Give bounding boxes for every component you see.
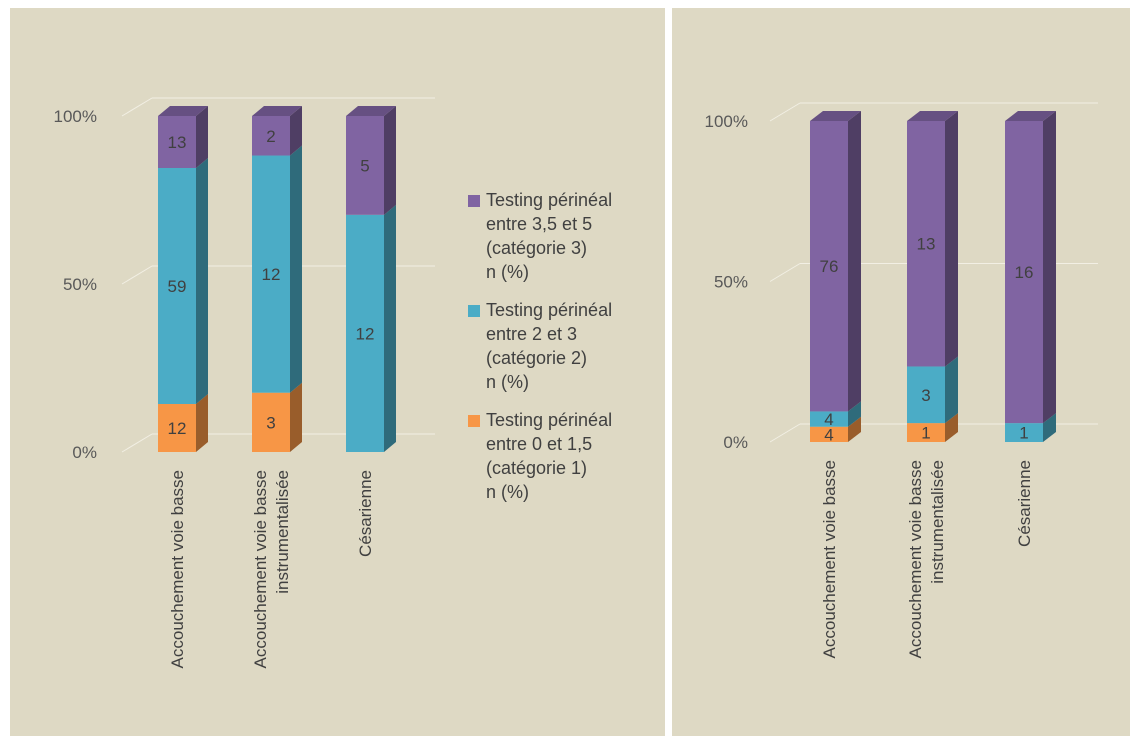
bar-segment — [1005, 121, 1043, 424]
data-label: 4 — [824, 410, 833, 429]
data-label: 3 — [266, 413, 275, 432]
bar-segment — [907, 121, 945, 367]
data-label: 4 — [824, 425, 833, 444]
legend-swatch-cat2 — [468, 305, 480, 317]
data-label: 59 — [168, 277, 187, 296]
data-label: 12 — [168, 419, 187, 438]
bar-segment — [1005, 423, 1043, 442]
data-label: 3 — [921, 386, 930, 405]
gridline-depth — [769, 423, 801, 443]
legend-item-cat2: Testing périnéal entre 2 et 3 (catégorie… — [468, 298, 668, 394]
gridline-depth — [121, 433, 153, 453]
category-label: instrumentalisée — [273, 470, 292, 594]
bar-side — [384, 204, 396, 452]
bar-side — [290, 106, 302, 156]
data-label: 76 — [820, 257, 839, 276]
bar-segment — [907, 423, 945, 442]
bar-top — [346, 106, 396, 116]
bar-segment — [158, 168, 196, 404]
bar-top — [252, 106, 302, 116]
bar-segment — [252, 116, 290, 156]
bar-top — [810, 111, 861, 121]
data-label: 1 — [921, 424, 930, 443]
panel-divider — [667, 0, 669, 742]
y-tick-label: 100% — [54, 107, 97, 126]
bar-top — [907, 111, 958, 121]
data-label: 5 — [360, 156, 369, 175]
legend-item-cat1: Testing périnéal entre 0 et 1,5 (catégor… — [468, 408, 668, 504]
bar-side — [945, 413, 958, 442]
legend-item-cat3: Testing périnéal entre 3,5 et 5 (catégor… — [468, 188, 668, 284]
bar-side — [945, 111, 958, 367]
data-label: 12 — [356, 324, 375, 343]
bar-segment — [810, 411, 848, 427]
bar-segment — [158, 116, 196, 168]
left-chart-panel — [10, 8, 665, 736]
bar-side — [1043, 111, 1056, 424]
bar-side — [290, 145, 302, 393]
category-label: Césarienne — [356, 470, 375, 557]
bar-side — [848, 416, 861, 442]
legend-swatch-cat1 — [468, 415, 480, 427]
category-label: Accouchement voie basse — [168, 470, 187, 668]
category-label: instrumentalisée — [928, 460, 947, 584]
bar-segment — [810, 121, 848, 412]
bar-segment — [907, 366, 945, 424]
data-label: 13 — [168, 133, 187, 152]
bar-side — [196, 106, 208, 168]
bar-segment — [158, 404, 196, 452]
bar-side — [848, 401, 861, 427]
bar-segment — [252, 392, 290, 452]
bar-side — [848, 111, 861, 412]
gridline-depth — [769, 263, 801, 282]
data-label: 16 — [1015, 263, 1034, 282]
bar-segment — [346, 214, 384, 452]
gridline-depth — [121, 97, 153, 117]
data-label: 2 — [266, 127, 275, 146]
gridline-depth — [121, 265, 153, 285]
bar-side — [196, 394, 208, 452]
y-tick-label: 0% — [72, 443, 97, 462]
category-label: Accouchement voie basse — [820, 460, 839, 658]
bar-top — [1005, 111, 1056, 121]
bar-side — [290, 382, 302, 452]
bar-segment — [252, 155, 290, 393]
bar-side — [196, 158, 208, 404]
legend-label-cat1: Testing périnéal entre 0 et 1,5 (catégor… — [486, 410, 613, 502]
gridline-depth — [769, 102, 801, 122]
bar-side — [1043, 413, 1056, 442]
y-tick-label: 100% — [705, 112, 748, 131]
data-label: 13 — [917, 235, 936, 254]
legend-label-cat2: Testing périnéal entre 2 et 3 (catégorie… — [486, 300, 613, 392]
bar-side — [384, 106, 396, 215]
bar-segment — [810, 426, 848, 442]
category-label: Accouchement voie basse — [251, 470, 270, 668]
bar-side — [945, 356, 958, 424]
chart-legend: Testing périnéal entre 3,5 et 5 (catégor… — [468, 188, 668, 518]
category-label: Accouchement voie basse — [906, 460, 925, 658]
bar-top — [158, 106, 208, 116]
data-label: 1 — [1019, 424, 1028, 443]
y-tick-label: 50% — [63, 275, 97, 294]
category-label: Césarienne — [1015, 460, 1034, 547]
y-tick-label: 0% — [723, 433, 748, 452]
legend-label-cat3: Testing périnéal entre 3,5 et 5 (catégor… — [486, 190, 613, 282]
bar-segment — [346, 116, 384, 215]
legend-swatch-cat3 — [468, 195, 480, 207]
y-tick-label: 50% — [714, 273, 748, 292]
data-label: 12 — [262, 265, 281, 284]
